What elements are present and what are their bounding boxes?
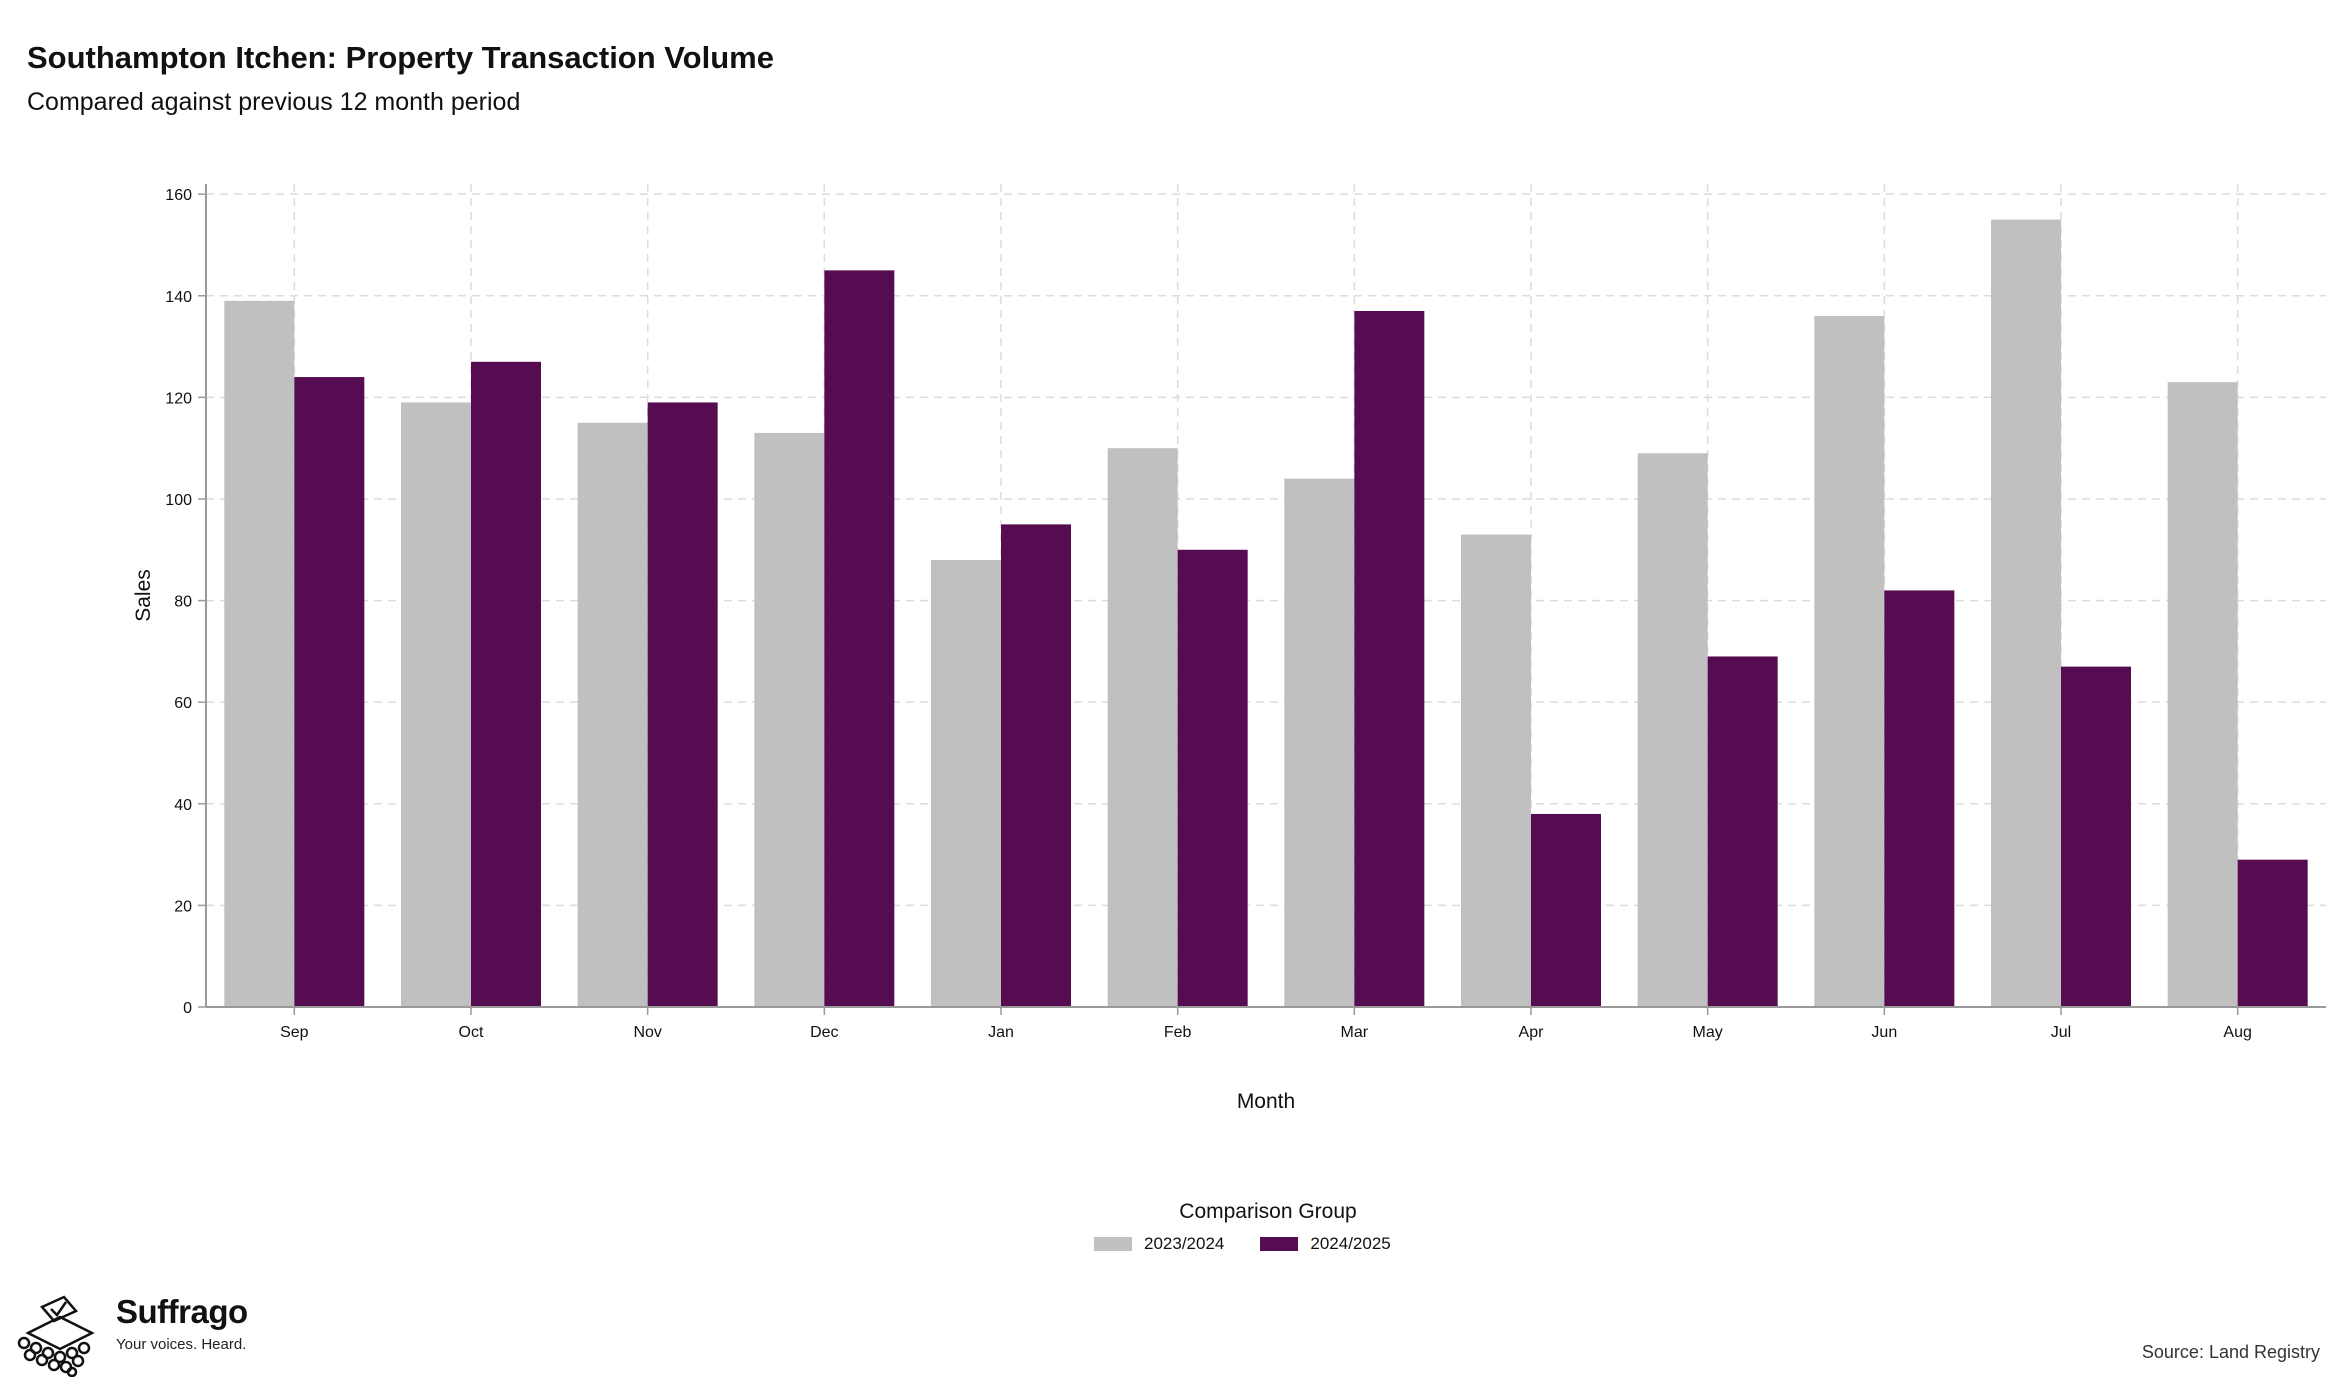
bar-2024-2025-aug <box>2237 859 2308 1007</box>
bar-2024-2025-mar <box>1354 311 1425 1007</box>
source-note: Source: Land Registry <box>2141 1342 2320 1362</box>
legend-label-2024-2025: 2024/2025 <box>1310 1234 1391 1253</box>
chart-title: Southampton Itchen: Property Transaction… <box>27 40 774 75</box>
brand-logo: Suffrago Your voices. Heard. <box>14 1295 248 1377</box>
bar-2023-2024-mar <box>1284 478 1355 1008</box>
bar-2024-2025-feb <box>1177 549 1248 1007</box>
bar-2023-2024-aug <box>2167 382 2238 1007</box>
legend-title: Comparison Group <box>1179 1200 1357 1223</box>
y-tick-label: 100 <box>165 492 192 509</box>
bar-2023-2024-jan <box>931 559 1001 1007</box>
legend-item-2023-2024: 2023/2024 <box>1094 1234 1224 1254</box>
brand-name: Suffrago <box>116 1293 248 1330</box>
y-tick-label: 80 <box>174 594 192 611</box>
bar-2023-2024-jun <box>1814 316 1885 1007</box>
x-tick-label: May <box>1693 1024 1723 1041</box>
x-tick-label: Dec <box>810 1024 838 1041</box>
bar-2023-2024-may <box>1637 453 1708 1008</box>
x-axis-title: Month <box>1237 1090 1295 1113</box>
y-tick-label: 0 <box>183 1000 192 1017</box>
y-tick-label: 120 <box>165 390 192 407</box>
bar-2024-2025-may <box>1707 656 1778 1007</box>
legend-item-2024-2025: 2024/2025 <box>1260 1234 1391 1254</box>
x-tick-label: Jan <box>988 1024 1014 1041</box>
y-tick-label: 140 <box>165 289 192 306</box>
y-tick-label: 20 <box>174 898 192 915</box>
brand-tagline: Your voices. Heard. <box>116 1336 247 1353</box>
bars <box>224 219 2308 1008</box>
bar-2023-2024-feb <box>1107 448 1178 1007</box>
legend-label-2023-2024: 2023/2024 <box>1144 1234 1225 1253</box>
x-tick-label: Mar <box>1341 1024 1369 1041</box>
x-tick-label: Aug <box>2223 1024 2251 1041</box>
bar-2023-2024-nov <box>577 422 648 1007</box>
y-tick-label: 40 <box>174 797 192 814</box>
bar-2024-2025-jun <box>1884 590 1955 1007</box>
x-tick-label: Nov <box>633 1024 661 1041</box>
bar-2024-2025-dec <box>824 270 895 1007</box>
y-axis-title: Sales <box>132 569 155 622</box>
ballot-box-icon <box>17 1295 95 1377</box>
x-tick-label: Sep <box>280 1024 309 1041</box>
bar-2024-2025-apr <box>1531 813 1601 1007</box>
y-tick-label: 60 <box>174 695 192 712</box>
bar-2024-2025-jan <box>1001 524 1071 1007</box>
bar-2023-2024-oct <box>401 402 471 1007</box>
x-tick-label: Oct <box>459 1024 484 1041</box>
bar-2023-2024-sep <box>224 300 295 1007</box>
bar-2024-2025-oct <box>471 361 541 1007</box>
bar-2023-2024-dec <box>754 432 825 1007</box>
legend-swatch-2023-2024 <box>1094 1237 1132 1251</box>
chart-subtitle: Compared against previous 12 month perio… <box>27 88 521 116</box>
x-tick-label: Jun <box>1871 1024 1897 1041</box>
axes: 0 20 40 60 80 100 120 140 160 Sep Oct Nov Dec Jan Feb M… <box>165 184 2326 1041</box>
bar-2024-2025-nov <box>647 402 718 1007</box>
x-tick-label: Feb <box>1164 1024 1192 1041</box>
legend-swatch-2024-2025 <box>1260 1237 1299 1251</box>
legend: 2023/2024 2024/2025 <box>1094 1234 1391 1254</box>
y-tick-label: 160 <box>165 187 192 204</box>
bar-2023-2024-jul <box>1991 219 2061 1008</box>
x-tick-label: Apr <box>1519 1024 1545 1041</box>
bar-2024-2025-jul <box>2061 666 2131 1007</box>
x-tick-label: Jul <box>2051 1024 2071 1041</box>
bar-2023-2024-apr <box>1461 534 1531 1007</box>
bar-2024-2025-sep <box>294 377 365 1007</box>
